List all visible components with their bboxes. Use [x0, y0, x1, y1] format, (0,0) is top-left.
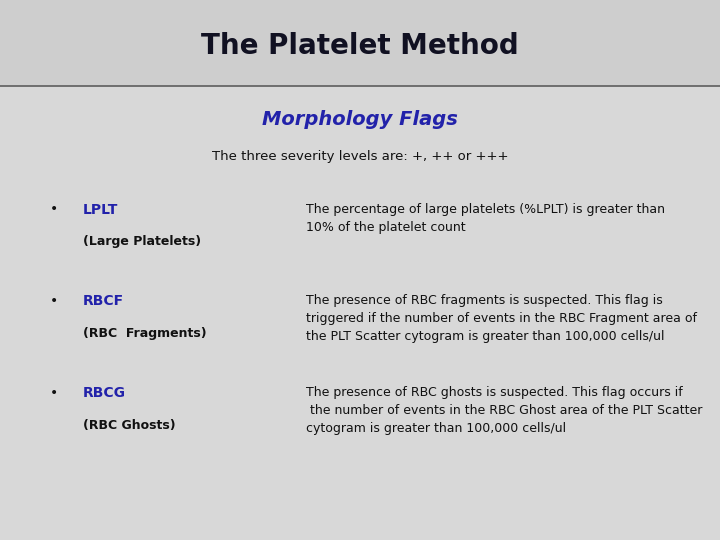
- Bar: [0, 0, 720, 86]
- Text: The presence of RBC ghosts is suspected. This flag occurs if
 the number of even: The presence of RBC ghosts is suspected.…: [306, 386, 703, 435]
- Text: The percentage of large platelets (%LPLT) is greater than
10% of the platelet co: The percentage of large platelets (%LPLT…: [306, 202, 665, 233]
- Text: (RBC  Fragments): (RBC Fragments): [83, 327, 207, 340]
- Text: The presence of RBC fragments is suspected. This flag is
triggered if the number: The presence of RBC fragments is suspect…: [306, 294, 697, 343]
- Text: •: •: [50, 202, 58, 217]
- Text: RBCG: RBCG: [83, 386, 126, 400]
- Text: Morphology Flags: Morphology Flags: [262, 110, 458, 130]
- Text: The three severity levels are: +, ++ or +++: The three severity levels are: +, ++ or …: [212, 150, 508, 163]
- Text: (RBC Ghosts): (RBC Ghosts): [83, 418, 176, 431]
- Text: RBCF: RBCF: [83, 294, 124, 308]
- Text: LPLT: LPLT: [83, 202, 118, 217]
- Text: The Platelet Method: The Platelet Method: [201, 32, 519, 60]
- Text: •: •: [50, 294, 58, 308]
- Text: (Large Platelets): (Large Platelets): [83, 235, 201, 248]
- Text: •: •: [50, 386, 58, 400]
